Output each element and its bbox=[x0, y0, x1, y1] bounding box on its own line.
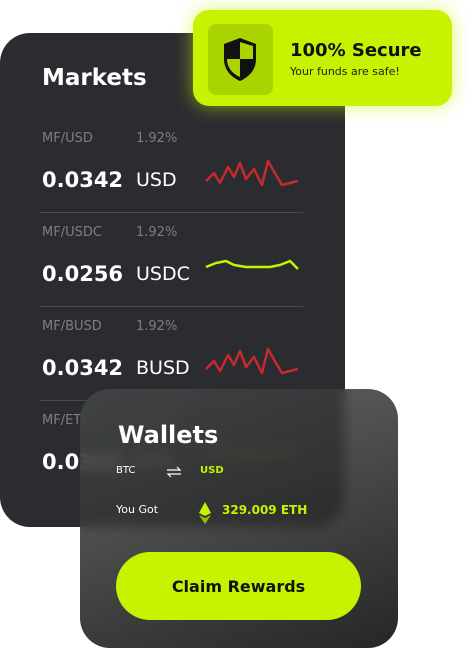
pair-label: MF/BUSD bbox=[42, 319, 102, 334]
sparkline-path bbox=[205, 159, 299, 187]
price: 0.0342 bbox=[42, 168, 124, 192]
unit: USDC bbox=[136, 263, 190, 285]
badge-title: 100% Secure bbox=[290, 40, 422, 61]
markets-title: Markets bbox=[42, 65, 147, 91]
sparkline bbox=[205, 259, 299, 270]
sparkline-path bbox=[205, 259, 299, 270]
shield-tile bbox=[208, 24, 273, 95]
row-divider bbox=[40, 212, 303, 213]
sparkline-path bbox=[205, 347, 299, 375]
pair-label: MF/USDC bbox=[42, 225, 102, 240]
eth-amount: 329.009 ETH bbox=[222, 503, 308, 517]
pair-label: MF/USD bbox=[42, 131, 93, 146]
wallet-card: Wallets BTC USD You Got 329.009 ETH Clai… bbox=[80, 389, 398, 648]
unit: BUSD bbox=[136, 357, 190, 379]
from-currency: BTC bbox=[116, 465, 136, 476]
you-got-label: You Got bbox=[116, 503, 159, 516]
swap-icon bbox=[166, 466, 182, 478]
secure-badge: 100% Secure Your funds are safe! bbox=[193, 10, 452, 106]
claim-button[interactable]: Claim Rewards bbox=[116, 552, 361, 620]
sparkline bbox=[205, 159, 299, 187]
change-label: 1.92% bbox=[136, 131, 178, 146]
sparkline bbox=[205, 347, 299, 375]
pair-label: MF/ETH bbox=[42, 413, 92, 428]
unit: USD bbox=[136, 169, 177, 191]
badge-subtitle: Your funds are safe! bbox=[290, 65, 400, 78]
to-currency: USD bbox=[200, 465, 224, 476]
price: 0.0256 bbox=[42, 262, 124, 286]
price: 0.0342 bbox=[42, 356, 124, 380]
change-label: 1.92% bbox=[136, 225, 178, 240]
eth-icon bbox=[199, 502, 211, 524]
row-divider bbox=[40, 306, 303, 307]
change-label: 1.92% bbox=[136, 319, 178, 334]
wallet-title: Wallets bbox=[118, 421, 219, 449]
shield-icon bbox=[224, 38, 256, 81]
